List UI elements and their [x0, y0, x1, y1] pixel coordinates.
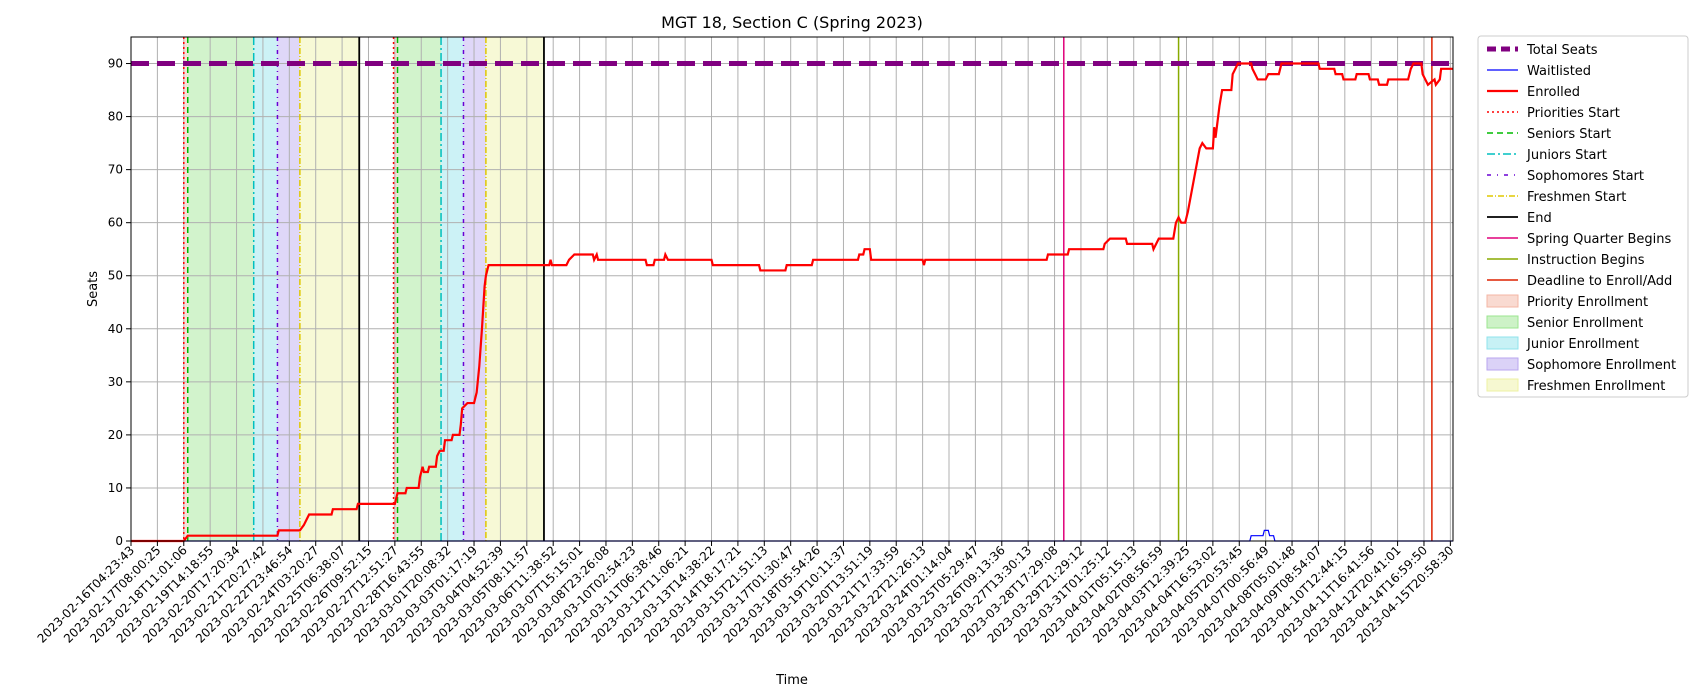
period-band: [463, 37, 486, 541]
data-series: [131, 61, 1453, 543]
legend-swatch-patch: [1486, 336, 1519, 350]
legend-label: Priorities Start: [1527, 106, 1620, 121]
y-tick-label: 50: [108, 269, 123, 283]
period-band: [485, 37, 544, 541]
period-band: [299, 37, 360, 541]
legend-label: Priority Enrollment: [1527, 295, 1648, 310]
x-axis: 2023-02-16T04:23:432023-02-17T08:00:2520…: [35, 541, 1456, 646]
legend-label: Sophomore Enrollment: [1527, 358, 1676, 373]
legend-label: Total Seats: [1526, 43, 1598, 58]
y-tick-label: 90: [108, 57, 123, 71]
legend-swatch-patch: [1486, 294, 1519, 308]
y-tick-label: 30: [108, 375, 123, 389]
legend-label: Waitlisted: [1527, 64, 1591, 79]
legend: Total Seats Waitlisted Enrolled Priorities …: [1477, 35, 1689, 398]
grid-lines: [130, 37, 1453, 542]
legend-label: Freshmen Start: [1527, 190, 1626, 205]
legend-label: Senior Enrollment: [1527, 316, 1643, 331]
waitlisted-series-line: [131, 529, 1453, 542]
period-band: [277, 37, 300, 541]
legend-label: Sophomores Start: [1527, 169, 1644, 184]
period-band: [441, 37, 464, 541]
y-axis: 0 10 20 30 40 50 60 70 80 90: [108, 57, 131, 548]
y-tick-label: 0: [115, 534, 123, 548]
legend-label: Spring Quarter Begins: [1527, 232, 1671, 247]
legend-label: Deadline to Enroll/Add: [1527, 274, 1672, 289]
y-axis-label: Seats: [86, 271, 101, 307]
period-band: [397, 37, 442, 541]
y-tick-label: 70: [108, 163, 123, 177]
legend-label: Enrolled: [1527, 85, 1580, 100]
legend-frame: [1477, 35, 1689, 398]
y-tick-label: 60: [108, 216, 123, 230]
y-tick-label: 40: [108, 322, 123, 336]
legend-swatch-patch: [1486, 378, 1519, 392]
y-tick-label: 10: [108, 481, 123, 495]
legend-label: Junior Enrollment: [1526, 337, 1639, 352]
event-markers: [183, 37, 1433, 541]
period-band: [393, 37, 398, 541]
period-band: [187, 37, 254, 541]
legend-label: End: [1527, 211, 1552, 226]
legend-label: Juniors Start: [1526, 148, 1607, 163]
y-tick-label: 20: [108, 428, 123, 442]
enrolled-series-line: [131, 62, 1453, 543]
legend-swatch-patch: [1486, 315, 1519, 329]
legend-label: Instruction Begins: [1527, 253, 1645, 268]
x-axis-label: Time: [775, 673, 808, 688]
plot-frame: [130, 36, 1454, 542]
period-band: [253, 37, 278, 541]
y-tick-label: 80: [108, 110, 123, 124]
legend-swatch-patch: [1486, 357, 1519, 371]
legend-label: Seniors Start: [1527, 127, 1611, 142]
chart-title: MGT 18, Section C (Spring 2023): [661, 13, 923, 32]
period-band: [183, 37, 188, 541]
enrollment-periods: [183, 37, 544, 541]
legend-label: Freshmen Enrollment: [1527, 379, 1665, 394]
